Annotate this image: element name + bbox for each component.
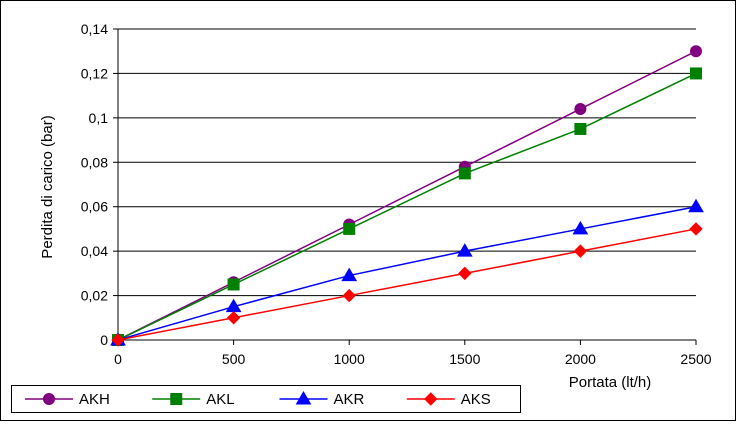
data-point-akl: [227, 278, 240, 291]
x-tick-label: 500: [222, 351, 246, 367]
series-line-akh: [117, 50, 697, 341]
data-point-aks: [689, 222, 703, 236]
labels: Perdita di carico (bar) Portata (lt/h): [39, 115, 651, 391]
data-point-akr: [572, 220, 589, 235]
y-tick-label: 0,14: [81, 21, 108, 37]
x-tick-label: 1500: [449, 351, 480, 367]
series-line-akr: [117, 205, 697, 341]
data-point-aks: [342, 288, 356, 303]
series-akr: [110, 198, 704, 346]
data-point-akh: [690, 45, 702, 58]
legend-item-akl: AKL: [152, 391, 235, 408]
legend-item-akh: AKH: [25, 391, 110, 408]
y-tick-label: 0: [100, 332, 108, 348]
y-tick-label: 0,06: [81, 199, 108, 215]
y-axis-label: Perdita di carico (bar): [39, 115, 56, 258]
legend-item-akr: AKR: [279, 391, 365, 408]
legend-label: AKH: [79, 391, 110, 408]
legend-marker: [424, 392, 438, 406]
y-tick-label: 0,02: [81, 288, 108, 304]
legend-label: AKL: [206, 391, 234, 408]
data-point-akr: [341, 267, 358, 282]
x-tick-label: 0: [114, 351, 122, 367]
legend-label: AKR: [334, 391, 365, 408]
gridlines: [118, 28, 696, 297]
data-point-akl: [343, 222, 356, 235]
y-tick-label: 0,1: [89, 110, 109, 126]
series-line-akl: [117, 72, 697, 341]
y-tick-label: 0,04: [81, 243, 108, 259]
y-tick-label: 0,08: [81, 154, 108, 170]
data-point-akl: [690, 67, 702, 80]
x-tick-label: 2000: [565, 351, 596, 367]
data-point-aks: [111, 333, 125, 347]
data-point-aks: [573, 244, 588, 258]
data-point-aks: [458, 266, 472, 281]
legend-marker: [170, 393, 183, 405]
series: [110, 45, 704, 347]
series-line-aks: [117, 228, 697, 341]
y-tick-label: 0,12: [81, 65, 108, 81]
legend-label: AKS: [461, 391, 491, 408]
x-axis-label: Portata (lt/h): [569, 374, 652, 391]
legend-marker: [295, 391, 312, 405]
x-tick-label: 1000: [334, 351, 365, 367]
legend-marker: [43, 393, 55, 405]
data-point-akl: [458, 167, 471, 180]
data-point-akr: [456, 243, 473, 257]
x-tick-label: 2500: [680, 351, 711, 367]
series-aks: [111, 222, 703, 347]
data-point-akr: [688, 198, 704, 213]
data-point-aks: [226, 311, 241, 325]
data-point-akl: [574, 122, 587, 135]
legend: AKH AKL AKR AKS: [11, 385, 521, 413]
data-point-akh: [574, 102, 587, 115]
legend-item-aks: AKS: [406, 391, 491, 408]
